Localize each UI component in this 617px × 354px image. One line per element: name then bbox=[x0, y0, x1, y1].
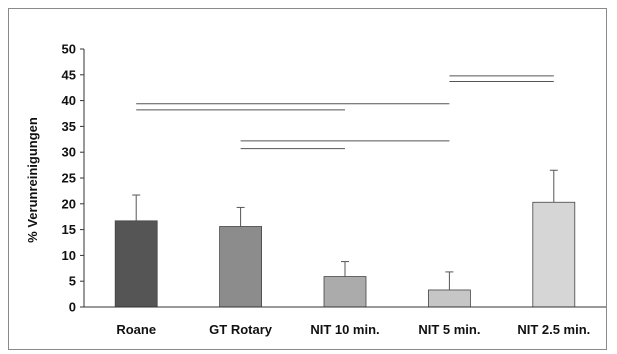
error-bars bbox=[132, 169, 558, 290]
y-tick-label: 45 bbox=[62, 67, 76, 82]
y-tick-label: 5 bbox=[69, 274, 76, 289]
category-label: GT Rotary bbox=[209, 322, 273, 337]
significance-lines bbox=[136, 75, 554, 150]
y-tick-label: 40 bbox=[62, 93, 76, 108]
y-tick-label: 15 bbox=[62, 222, 76, 237]
bars bbox=[114, 201, 576, 308]
y-axis-title-group: % Verunreinigungen bbox=[25, 117, 40, 243]
bar bbox=[219, 226, 263, 308]
y-tick-label: 35 bbox=[62, 119, 76, 134]
category-label: NIT 5 min. bbox=[418, 322, 480, 337]
y-axis-title: % Verunreinigungen bbox=[25, 117, 40, 243]
bar bbox=[427, 289, 471, 308]
y-tick-label: 10 bbox=[62, 248, 76, 263]
category-label: NIT 2.5 min. bbox=[517, 322, 590, 337]
axes bbox=[83, 49, 606, 308]
category-labels: Roane GT Rotary NIT 10 min. NIT 5 min. NIT 2… bbox=[116, 322, 590, 337]
y-tick-label: 20 bbox=[62, 196, 76, 211]
y-tick-label: 50 bbox=[62, 42, 76, 57]
y-tick-label: 25 bbox=[62, 171, 76, 186]
bar bbox=[323, 276, 367, 308]
bar bbox=[114, 220, 158, 308]
chart-frame bbox=[8, 8, 607, 350]
y-axis-ticks: 0 5 10 15 20 25 30 35 40 45 50 bbox=[62, 42, 84, 315]
bar bbox=[532, 201, 576, 308]
y-tick-label: 30 bbox=[62, 145, 76, 160]
category-label: Roane bbox=[116, 322, 156, 337]
category-label: NIT 10 min. bbox=[310, 322, 379, 337]
y-tick-label: 0 bbox=[69, 300, 76, 315]
